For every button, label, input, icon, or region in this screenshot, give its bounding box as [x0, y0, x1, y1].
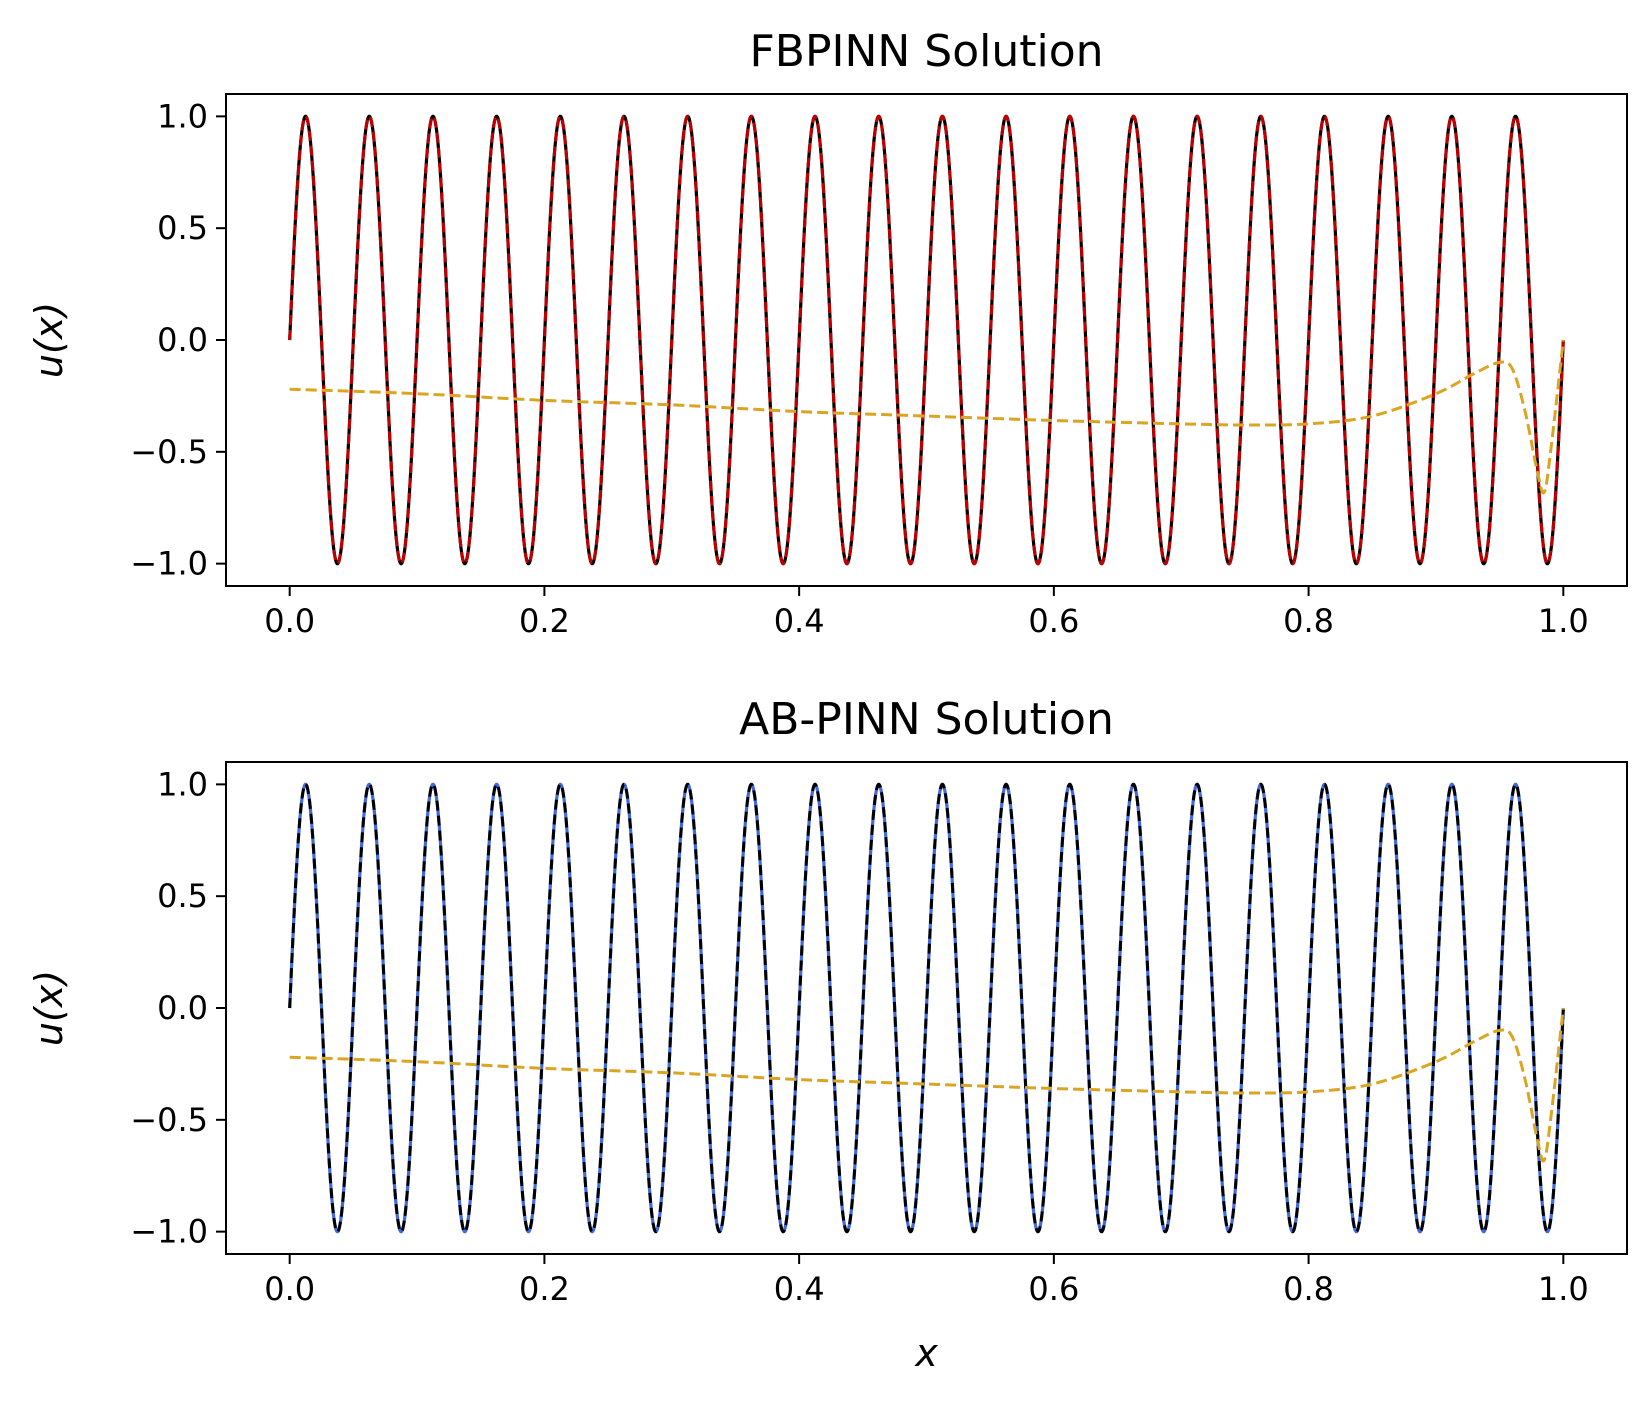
x-tick-label: 0.2: [519, 602, 570, 640]
x-tick-label: 0.4: [774, 602, 825, 640]
panel-1: 0.0 0.2 0.4 0.6 0.8 1.0 1.0 0.5 0.0 −0.5 −1.0 FBPIN…: [27, 26, 1628, 640]
series-ansatz-line: [289, 1007, 1565, 1163]
x-tick-label: 0.2: [519, 1270, 570, 1308]
x-tick-label: 1.0: [1538, 1270, 1589, 1308]
chart-title: FBPINN Solution: [749, 26, 1103, 77]
y-tick-label: −1.0: [130, 545, 208, 583]
series-solution-line: [288, 114, 1565, 566]
x-tick-label: 0.6: [1028, 1270, 1079, 1308]
x-tick-label: 0.0: [264, 1270, 315, 1308]
x-tick-label: 0.8: [1283, 1270, 1334, 1308]
x-axis-label: x: [914, 1331, 938, 1375]
x-tick-label: 1.0: [1538, 602, 1589, 640]
y-tick-label: −0.5: [130, 433, 208, 471]
y-tick-label: 0.5: [157, 209, 208, 247]
y-tick-label: 0.0: [157, 989, 208, 1027]
x-tick-label: 0.6: [1028, 602, 1079, 640]
y-tick-label: 0.5: [157, 877, 208, 915]
y-tick-label: 0.0: [157, 321, 208, 359]
y-axis-label: u(x): [27, 302, 71, 378]
x-tick-label: 0.0: [264, 602, 315, 640]
y-tick-label: −0.5: [130, 1101, 208, 1139]
series-ansatz-line: [289, 339, 1565, 495]
y-axis-label: u(x): [27, 970, 71, 1046]
x-tick-label: 0.4: [774, 1270, 825, 1308]
x-tick-label: 0.8: [1283, 602, 1334, 640]
y-tick-label: −1.0: [130, 1213, 208, 1251]
panel-2: 0.0 0.2 0.4 0.6 0.8 1.0 1.0 0.5 0.0 −0.5 −1.0 AB-PI…: [27, 694, 1628, 1375]
y-tick-label: 1.0: [157, 97, 208, 135]
y-tick-label: 1.0: [157, 765, 208, 803]
series-exact-line: [288, 782, 1565, 1234]
chart-title: AB-PINN Solution: [739, 694, 1114, 745]
